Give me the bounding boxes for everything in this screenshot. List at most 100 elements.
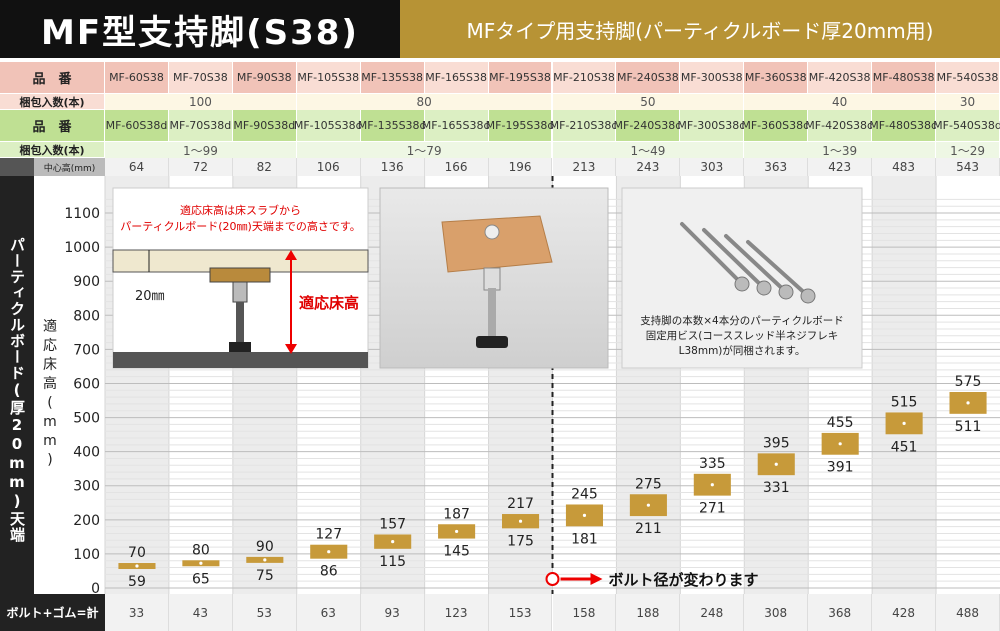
bottom-total-cell: 158	[552, 594, 617, 631]
bolt-change-label: ボルト径が変わります	[609, 571, 759, 589]
min-value-label: 115	[379, 554, 406, 570]
y-tick-label: 600	[73, 376, 100, 392]
dim-height-arrow-bottom	[285, 344, 297, 354]
qty-s38-cell: 50	[552, 94, 745, 110]
y-axis-title-char: (	[47, 395, 52, 411]
y-tick-label: 700	[73, 342, 100, 358]
y-tick-label: 900	[73, 274, 100, 290]
slab-shape	[113, 352, 368, 368]
leg-head-shape	[209, 267, 271, 283]
product-nut-shape	[483, 267, 501, 291]
model-s38d-cell: MF- 165S38d	[422, 110, 490, 142]
min-value-label: 331	[763, 480, 790, 496]
model-s38d-cell: MF- 135S38d	[358, 110, 427, 142]
range-bar-dot	[455, 529, 459, 534]
product-screw-hole	[484, 224, 500, 240]
y-tick-label: 200	[73, 513, 100, 529]
model-s38-cell: MF- 210S38	[552, 62, 617, 94]
bolt-change-marker	[545, 572, 560, 586]
model-s38d-cell: MF- 480S38d	[869, 110, 938, 142]
y-tick-label: 100	[73, 547, 100, 563]
range-bar-dot	[646, 503, 650, 507]
center-height-cell: 423	[808, 158, 873, 176]
min-value-label: 175	[507, 533, 534, 549]
min-value-label: 75	[256, 568, 274, 584]
min-value-label: 65	[192, 571, 210, 587]
min-value-label: 211	[635, 521, 662, 537]
qty-s38-cell: 100	[105, 94, 297, 110]
model-s38d-cell: MF- 90S38d	[232, 110, 297, 142]
screw-shape	[702, 228, 766, 290]
model-s38-cell: MF- 60S38	[105, 62, 169, 94]
model-s38d-cell: MF- 210S38d	[550, 110, 618, 142]
bottom-total-cell: 123	[424, 594, 489, 631]
y-tick-label: 300	[73, 479, 100, 495]
min-value-label: 145	[443, 544, 470, 560]
min-value-label: 86	[320, 564, 338, 580]
qty-s38d-cell: 1～79	[296, 142, 553, 158]
center-height-cell: 543	[936, 158, 1000, 176]
inset-note-text: パーティクルボード(20㎜)天端までの高さです。	[120, 219, 361, 233]
max-value-label: 245	[571, 486, 598, 502]
max-value-label: 335	[699, 456, 726, 472]
max-value-label: 187	[443, 506, 470, 522]
row-label-center-height: 中心高(mm)	[34, 158, 105, 176]
screw-head-shape	[800, 288, 816, 304]
vertical-axis-label: パーティクルボード(厚20mm)天端	[8, 237, 26, 543]
y-tick-label: 0	[91, 581, 100, 594]
range-bar-dot	[774, 462, 778, 466]
y-axis-title-char: 床	[43, 357, 57, 373]
center-height-cell: 72	[168, 158, 233, 176]
product-board-shape	[441, 215, 553, 273]
center-height-cell: 363	[744, 158, 809, 176]
center-height-cell: 64	[105, 158, 169, 176]
screw-shape	[680, 222, 744, 286]
screw-note-text: 支持脚の本数×4本分のパーティクルボード	[640, 314, 844, 327]
center-height-cell: 166	[424, 158, 489, 176]
bottom-total-cell: 188	[616, 594, 681, 631]
y-tick-label: 1100	[64, 206, 100, 222]
qty-s38-cell: 40	[744, 94, 937, 110]
center-height-cell: 303	[680, 158, 745, 176]
model-s38-cell: MF- 360S38	[744, 62, 809, 94]
model-s38d-cell: MF- 420S38d	[805, 110, 874, 142]
model-s38-cell: MF- 300S38	[680, 62, 745, 94]
bottom-total-cell: 63	[296, 594, 361, 631]
screw-shape	[724, 234, 788, 294]
range-bar-dot	[263, 558, 267, 562]
model-s38-cell: MF- 90S38	[232, 62, 297, 94]
qty-s38d-cell: 1～39	[744, 142, 937, 158]
row-label-konpo-s38: 梱包入数(本)	[0, 94, 105, 110]
screw-note-text: 固定用ビス(コーススレッド半ネジフレキ	[646, 329, 839, 342]
page-title: MF型支持脚(S38)	[0, 0, 400, 58]
leg-rubber-shape	[229, 342, 251, 352]
max-value-label: 275	[635, 476, 662, 492]
screw-head-shape	[756, 280, 772, 296]
center-height-cell: 136	[360, 158, 425, 176]
max-value-label: 127	[315, 527, 342, 543]
range-bar-dot	[135, 564, 139, 568]
bottom-total-cell: 33	[105, 594, 169, 631]
leg-rod-shape	[236, 302, 244, 344]
range-bar-dot	[199, 561, 203, 565]
bottom-total-cell: 43	[168, 594, 233, 631]
max-value-label: 575	[955, 374, 982, 390]
model-s38d-cell: MF- 360S38d	[741, 110, 810, 142]
model-s38-cell: MF- 420S38	[808, 62, 873, 94]
dim-20mm-label: 20㎜	[135, 289, 165, 304]
min-value-label: 181	[571, 531, 598, 547]
model-s38-cell: MF- 70S38	[168, 62, 233, 94]
center-height-cell: 196	[488, 158, 553, 176]
max-value-label: 395	[763, 435, 790, 451]
model-s38-cell: MF- 540S38	[936, 62, 1000, 94]
bottom-total-cell: 93	[360, 594, 425, 631]
dim-height-arrow-top	[285, 250, 297, 260]
height-range-chart: 0 100 200 300 400 500 600 700 800 900 1000 1100 適応床高…	[34, 176, 1000, 594]
y-axis-title-char: )	[47, 452, 52, 468]
center-height-cell: 213	[552, 158, 617, 176]
model-s38d-cell: MF- 240S38d	[614, 110, 682, 142]
row-label-konpo-s38d: 梱包入数(本)	[0, 142, 105, 158]
range-bar-dot	[518, 519, 523, 523]
y-axis-title-char: m	[43, 414, 57, 430]
